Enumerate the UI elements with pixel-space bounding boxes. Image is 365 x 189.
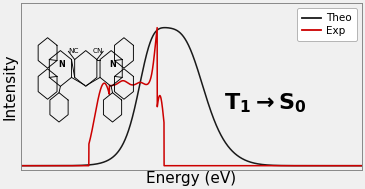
Legend: Theo, Exp: Theo, Exp xyxy=(297,8,357,41)
Theo xyxy=(78,164,82,167)
Theo xyxy=(360,165,364,167)
Line: Exp: Exp xyxy=(20,28,362,166)
Text: N: N xyxy=(58,60,65,69)
Theo xyxy=(57,165,62,167)
Theo xyxy=(18,165,23,167)
Theo xyxy=(163,26,167,29)
Theo xyxy=(353,165,358,167)
Y-axis label: Intensity: Intensity xyxy=(3,53,18,120)
Exp xyxy=(164,165,169,167)
Text: N: N xyxy=(109,60,116,69)
Text: CN: CN xyxy=(92,48,103,54)
Exp xyxy=(360,165,364,167)
Line: Theo: Theo xyxy=(20,28,362,166)
Exp xyxy=(149,74,154,76)
Text: $\mathbf{T_1 \rightarrow S_0}$: $\mathbf{T_1 \rightarrow S_0}$ xyxy=(224,91,306,115)
Exp xyxy=(316,165,321,167)
Theo xyxy=(149,38,154,40)
Theo xyxy=(164,26,169,29)
Exp xyxy=(155,26,160,29)
Theo xyxy=(316,165,321,167)
Exp xyxy=(353,165,358,167)
Text: NC: NC xyxy=(69,48,79,54)
Exp xyxy=(18,165,23,167)
Exp xyxy=(57,165,62,167)
Exp xyxy=(78,165,82,167)
X-axis label: Energy (eV): Energy (eV) xyxy=(146,171,237,186)
